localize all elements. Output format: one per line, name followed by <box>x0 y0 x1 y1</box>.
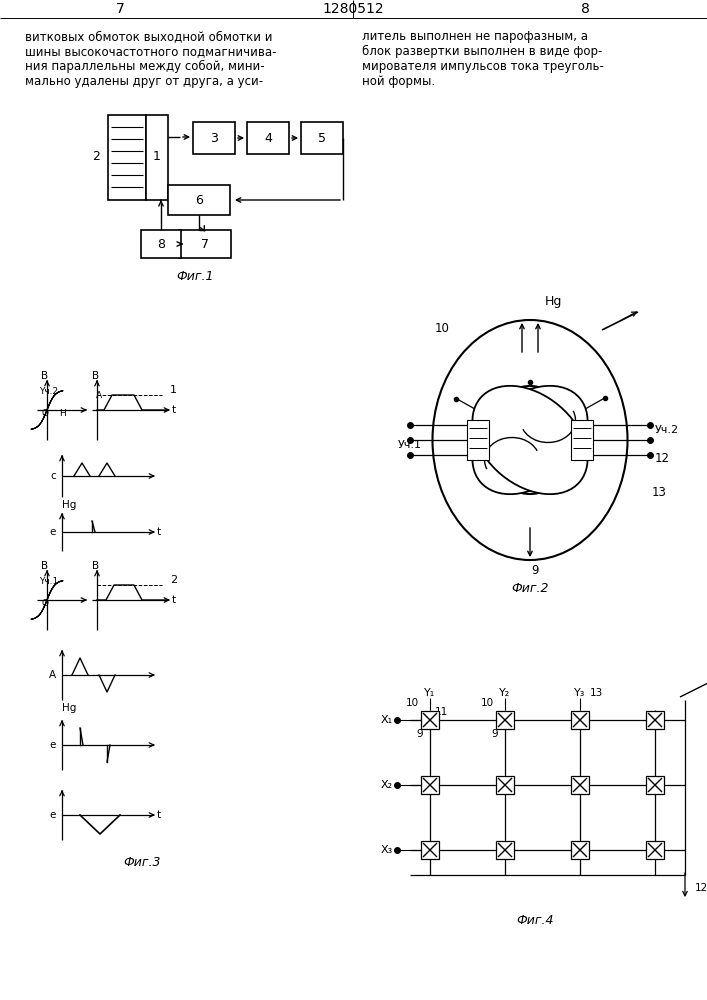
Text: 9: 9 <box>416 729 423 739</box>
Bar <box>146 115 168 200</box>
Bar <box>421 841 439 859</box>
Text: литель выполнен не парофазным, а: литель выполнен не парофазным, а <box>362 30 588 43</box>
Text: Фиг.4: Фиг.4 <box>516 914 554 926</box>
Bar <box>496 776 514 794</box>
Text: e: e <box>49 527 56 537</box>
Bar <box>496 711 514 729</box>
Text: Фиг.3: Фиг.3 <box>123 856 160 868</box>
Bar <box>179 230 231 258</box>
Text: X₁: X₁ <box>381 715 393 725</box>
Bar <box>571 841 589 859</box>
Text: Y₃: Y₃ <box>574 688 585 698</box>
Bar <box>108 115 146 200</box>
Text: e: e <box>49 810 56 820</box>
Text: t: t <box>172 405 176 415</box>
Text: 7: 7 <box>201 237 209 250</box>
Text: 11: 11 <box>435 707 448 717</box>
Text: 4: 4 <box>264 131 272 144</box>
Bar <box>421 776 439 794</box>
Text: Уч.2: Уч.2 <box>655 425 679 435</box>
Text: 8: 8 <box>157 237 165 250</box>
Text: 13: 13 <box>652 486 667 498</box>
Text: мирователя импульсов тока треуголь-: мирователя импульсов тока треуголь- <box>362 60 604 73</box>
Text: A: A <box>96 390 102 399</box>
Bar <box>571 420 593 460</box>
Text: H: H <box>59 410 66 418</box>
Text: t: t <box>157 527 161 537</box>
Text: 1: 1 <box>153 150 161 163</box>
Ellipse shape <box>486 386 574 494</box>
Ellipse shape <box>472 386 588 494</box>
Text: 10: 10 <box>405 698 419 708</box>
Text: Нg: Нg <box>545 296 562 308</box>
Bar <box>571 776 589 794</box>
Text: B: B <box>42 371 49 381</box>
Text: Yч.2: Yч.2 <box>39 387 58 396</box>
Text: 12: 12 <box>655 452 670 464</box>
Text: мально удалены друг от друга, а уси-: мально удалены друг от друга, а уси- <box>25 75 263 88</box>
Bar <box>496 841 514 859</box>
Text: витковых обмоток выходной обмотки и: витковых обмоток выходной обмотки и <box>25 30 272 43</box>
Text: шины высокочастотного подмагничива-: шины высокочастотного подмагничива- <box>25 45 276 58</box>
Bar <box>193 122 235 154</box>
Text: блок развертки выполнен в виде фор-: блок развертки выполнен в виде фор- <box>362 45 602 58</box>
Text: 2: 2 <box>92 150 100 163</box>
Bar <box>168 185 230 215</box>
Bar <box>646 711 664 729</box>
Text: B: B <box>93 371 100 381</box>
Text: O: O <box>42 599 49 608</box>
Text: t: t <box>172 595 176 605</box>
Ellipse shape <box>472 386 588 494</box>
Text: 10: 10 <box>435 322 450 334</box>
Text: Уч.1: Уч.1 <box>398 440 422 450</box>
Text: 1280512: 1280512 <box>322 2 384 16</box>
Text: Фиг.2: Фиг.2 <box>511 582 549 594</box>
Text: B: B <box>93 561 100 571</box>
Text: Y₂: Y₂ <box>499 688 510 698</box>
Bar <box>301 122 343 154</box>
Text: Нg: Нg <box>62 703 76 713</box>
Text: 10: 10 <box>481 698 493 708</box>
Text: X₂: X₂ <box>381 780 393 790</box>
Text: X₃: X₃ <box>381 845 393 855</box>
Text: t: t <box>157 810 161 820</box>
Text: 9: 9 <box>531 564 539 576</box>
Text: c: c <box>50 471 56 481</box>
Text: 13: 13 <box>590 688 603 698</box>
Text: A: A <box>49 670 56 680</box>
Bar <box>646 776 664 794</box>
Text: 9: 9 <box>491 729 498 739</box>
Bar <box>247 122 289 154</box>
Text: Yч.1: Yч.1 <box>39 578 58 586</box>
Text: 3: 3 <box>210 131 218 144</box>
Text: ния параллельны между собой, мини-: ния параллельны между собой, мини- <box>25 60 264 73</box>
Text: Фиг.1: Фиг.1 <box>176 269 214 282</box>
Text: 8: 8 <box>580 2 590 16</box>
Ellipse shape <box>433 320 628 560</box>
Text: Y₁: Y₁ <box>424 688 436 698</box>
Text: ной формы.: ной формы. <box>362 75 435 88</box>
Text: e: e <box>49 740 56 750</box>
Text: B: B <box>42 561 49 571</box>
Text: 5: 5 <box>318 131 326 144</box>
Text: 2: 2 <box>170 575 177 585</box>
Text: 1: 1 <box>170 385 177 395</box>
Bar <box>571 711 589 729</box>
Text: O: O <box>42 410 49 418</box>
Bar <box>141 230 181 258</box>
Text: Нg: Нg <box>62 500 76 510</box>
Text: 12: 12 <box>695 883 707 893</box>
Bar <box>467 420 489 460</box>
Bar <box>646 841 664 859</box>
Bar <box>421 711 439 729</box>
Text: 7: 7 <box>116 2 124 16</box>
Text: 6: 6 <box>195 194 203 207</box>
